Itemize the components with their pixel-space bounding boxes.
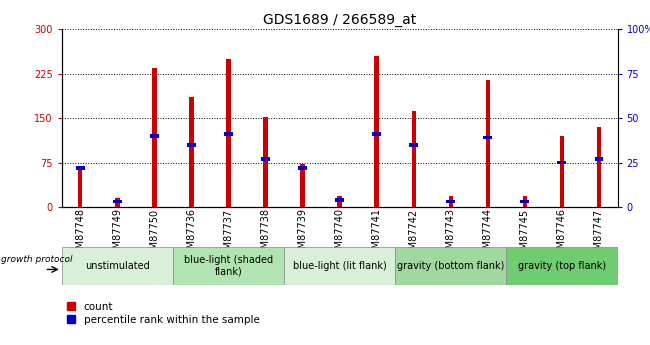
Bar bbox=[595, 157, 603, 161]
Text: unstimulated: unstimulated bbox=[85, 261, 150, 270]
Text: blue-light (shaded
flank): blue-light (shaded flank) bbox=[184, 255, 273, 276]
Bar bbox=[115, 198, 120, 207]
Bar bbox=[395, 247, 506, 285]
Bar bbox=[374, 56, 379, 207]
Text: growth protocol: growth protocol bbox=[1, 255, 73, 265]
Text: gravity (bottom flank): gravity (bottom flank) bbox=[397, 261, 504, 270]
Bar bbox=[506, 247, 618, 285]
Bar bbox=[411, 111, 416, 207]
Bar bbox=[410, 143, 418, 147]
Bar bbox=[62, 247, 173, 285]
Bar bbox=[521, 200, 529, 204]
Bar bbox=[300, 164, 305, 207]
Legend: count, percentile rank within the sample: count, percentile rank within the sample bbox=[67, 302, 259, 325]
Bar bbox=[152, 68, 157, 207]
Bar bbox=[187, 143, 196, 147]
Bar bbox=[261, 157, 270, 161]
Bar bbox=[263, 117, 268, 207]
Bar bbox=[558, 161, 566, 164]
Bar bbox=[226, 59, 231, 207]
Bar bbox=[298, 166, 307, 170]
Bar bbox=[76, 166, 85, 170]
Bar bbox=[224, 132, 233, 136]
Bar bbox=[372, 132, 381, 136]
Bar bbox=[284, 247, 395, 285]
Text: gravity (top flank): gravity (top flank) bbox=[518, 261, 606, 270]
Bar bbox=[150, 134, 159, 138]
Bar bbox=[335, 198, 344, 202]
Bar bbox=[189, 97, 194, 207]
Bar bbox=[597, 127, 601, 207]
Bar bbox=[173, 247, 284, 285]
Bar bbox=[523, 196, 527, 207]
Bar bbox=[113, 200, 122, 204]
Bar bbox=[448, 196, 453, 207]
Bar bbox=[560, 136, 564, 207]
Bar bbox=[337, 196, 342, 207]
Bar bbox=[484, 136, 492, 139]
Bar bbox=[78, 167, 83, 207]
Text: blue-light (lit flank): blue-light (lit flank) bbox=[292, 261, 387, 270]
Bar bbox=[486, 80, 490, 207]
Title: GDS1689 / 266589_at: GDS1689 / 266589_at bbox=[263, 13, 416, 27]
Bar bbox=[447, 200, 455, 204]
